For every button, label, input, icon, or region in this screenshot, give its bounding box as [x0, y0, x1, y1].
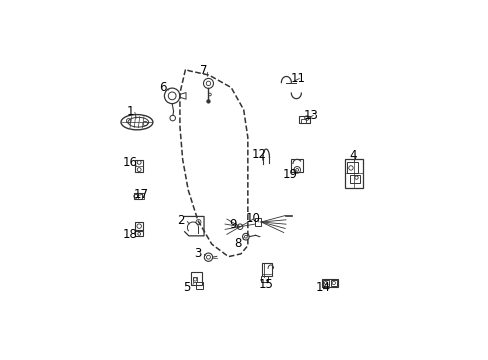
- Text: 10: 10: [245, 212, 260, 225]
- Bar: [135, 231, 143, 237]
- Text: 7: 7: [199, 64, 207, 77]
- Bar: [321, 279, 337, 287]
- Bar: [346, 162, 357, 174]
- Text: 18: 18: [122, 228, 137, 241]
- Bar: [193, 276, 197, 282]
- Text: 14: 14: [315, 281, 329, 294]
- Bar: [330, 280, 336, 286]
- Text: 2: 2: [177, 214, 184, 227]
- Text: 5: 5: [183, 281, 190, 294]
- Text: 3: 3: [194, 247, 201, 260]
- Bar: [261, 263, 271, 276]
- Text: 12: 12: [251, 148, 266, 161]
- Text: 8: 8: [234, 237, 242, 250]
- Bar: [344, 159, 362, 188]
- Bar: [260, 276, 268, 283]
- Text: 13: 13: [304, 109, 318, 122]
- Bar: [135, 222, 143, 230]
- Bar: [255, 218, 260, 226]
- Text: 1: 1: [126, 105, 134, 118]
- Bar: [196, 282, 203, 289]
- Bar: [291, 159, 303, 172]
- Circle shape: [206, 100, 210, 103]
- Text: 17: 17: [133, 188, 148, 201]
- Bar: [133, 193, 142, 199]
- Bar: [299, 116, 309, 123]
- Bar: [135, 160, 143, 172]
- Text: 11: 11: [290, 72, 305, 85]
- Bar: [349, 175, 359, 183]
- Text: 9: 9: [228, 218, 236, 231]
- Text: 16: 16: [122, 157, 137, 170]
- Bar: [322, 280, 328, 286]
- Text: 19: 19: [282, 167, 297, 180]
- Text: 6: 6: [159, 81, 167, 94]
- Text: 4: 4: [349, 149, 356, 162]
- Text: 15: 15: [258, 278, 273, 291]
- Bar: [191, 272, 202, 285]
- Bar: [300, 120, 305, 123]
